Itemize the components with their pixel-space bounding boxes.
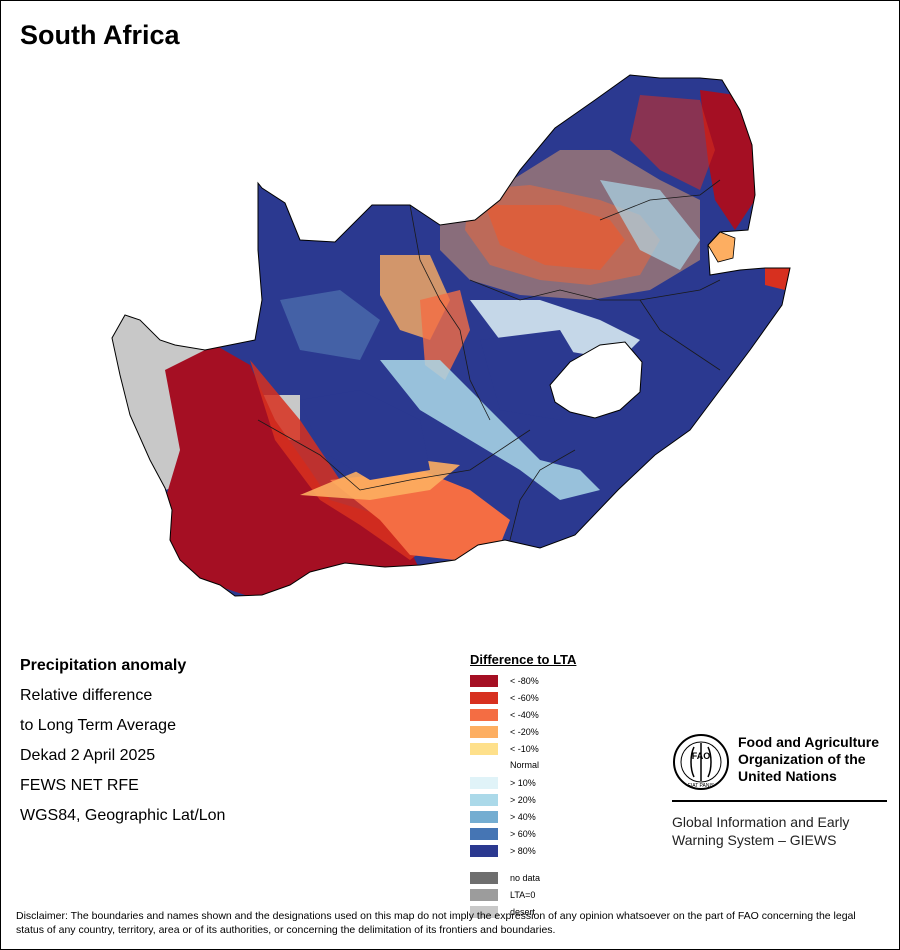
legend-swatch <box>470 827 498 840</box>
legend-item: > 40% <box>470 808 576 825</box>
legend-item: > 60% <box>470 825 576 842</box>
legend-swatch <box>470 888 498 901</box>
legend-swatch <box>470 793 498 806</box>
fao-name-line: United Nations <box>738 768 837 784</box>
central-normal <box>470 300 640 360</box>
legend: Difference to LTA < -80% < -60% < -40% <… <box>470 652 576 920</box>
north-moderate-deficit <box>465 185 660 285</box>
legend-item: < -80% <box>470 672 576 689</box>
legend-label: > 40% <box>510 811 536 822</box>
legend-label: < -20% <box>510 726 539 737</box>
anomaly-map <box>111 74 791 597</box>
giews-line: Global Information and Early <box>672 814 850 830</box>
legend-item: < -20% <box>470 723 576 740</box>
west-light-wet <box>280 290 380 360</box>
legend-label: no data <box>510 872 541 883</box>
legend-swatch <box>470 844 498 857</box>
fao-name-line: Food and Agriculture <box>738 734 880 750</box>
info-heading: Precipitation anomaly <box>20 657 187 674</box>
kzn-coast-deficit <box>765 268 790 290</box>
legend-label: > 60% <box>510 828 536 839</box>
fao-name-line: Organization of the <box>738 751 866 767</box>
legend-swatch <box>470 905 498 918</box>
country-outline <box>111 74 791 597</box>
legend-label: desert <box>510 906 536 917</box>
legend-label: LTA=0 <box>510 889 536 900</box>
legend-swatch <box>470 725 498 738</box>
central-moderate <box>420 290 470 380</box>
lesotho <box>549 341 643 419</box>
fao-logo-motto: FIAT PANIS <box>688 783 715 789</box>
legend-item: > 20% <box>470 791 576 808</box>
map-title: South Africa <box>20 20 180 50</box>
province-boundaries <box>257 179 721 541</box>
legend-item: < -10% <box>470 740 576 757</box>
map-info: Precipitation anomaly Relative differenc… <box>20 656 225 836</box>
legend-item: < -40% <box>470 706 576 723</box>
info-line: to Long Term Average <box>20 717 176 734</box>
legend-label: < -40% <box>510 709 539 720</box>
legend-label: < -80% <box>510 675 539 686</box>
legend-item: desert <box>470 903 576 920</box>
info-line: Relative difference <box>20 687 153 704</box>
legend-item: LTA=0 <box>470 886 576 903</box>
legend-swatch <box>470 742 498 755</box>
info-line: WGS84, Geographic Lat/Lon <box>20 807 226 824</box>
fao-name: Food and Agriculture Organization of the… <box>738 734 898 785</box>
fao-logo-icon: FAO FIAT PANIS <box>673 734 729 790</box>
legend-swatch <box>470 776 498 789</box>
legend-item: < -60% <box>470 689 576 706</box>
central-light-wet <box>380 360 600 500</box>
giews-name: Global Information and Early Warning Sys… <box>672 813 892 849</box>
legend-swatch <box>470 871 498 884</box>
legend-label: < -60% <box>510 692 539 703</box>
ne-strong-deficit <box>700 90 755 230</box>
legend-label: > 80% <box>510 845 536 856</box>
legend-swatch <box>470 674 498 687</box>
info-line: FEWS NET RFE <box>20 777 139 794</box>
legend-normal-label: Normal <box>510 760 540 770</box>
fao-logo-text: FAO <box>692 751 711 761</box>
legend-item: no data <box>470 869 576 886</box>
legend-swatch <box>470 691 498 704</box>
east-light-wet <box>600 180 700 270</box>
legend-label: < -10% <box>510 743 539 754</box>
legend-item: > 80% <box>470 842 576 859</box>
west-wet <box>300 390 430 480</box>
legend-title: Difference to LTA <box>470 652 577 667</box>
disclaimer: Disclaimer: The boundaries and names sho… <box>16 910 856 936</box>
legend-swatch <box>470 810 498 823</box>
legend-item: > 10% <box>470 774 576 791</box>
info-line: Dekad 2 April 2025 <box>20 747 156 764</box>
sw-strong-deficit <box>165 345 420 596</box>
fao-divider <box>672 800 887 802</box>
ne-moderate-deficit <box>630 95 715 190</box>
legend-label: > 20% <box>510 794 536 805</box>
legend-swatch <box>470 708 498 721</box>
legend-label: > 10% <box>510 777 536 788</box>
giews-line: Warning System – GIEWS <box>672 832 837 848</box>
